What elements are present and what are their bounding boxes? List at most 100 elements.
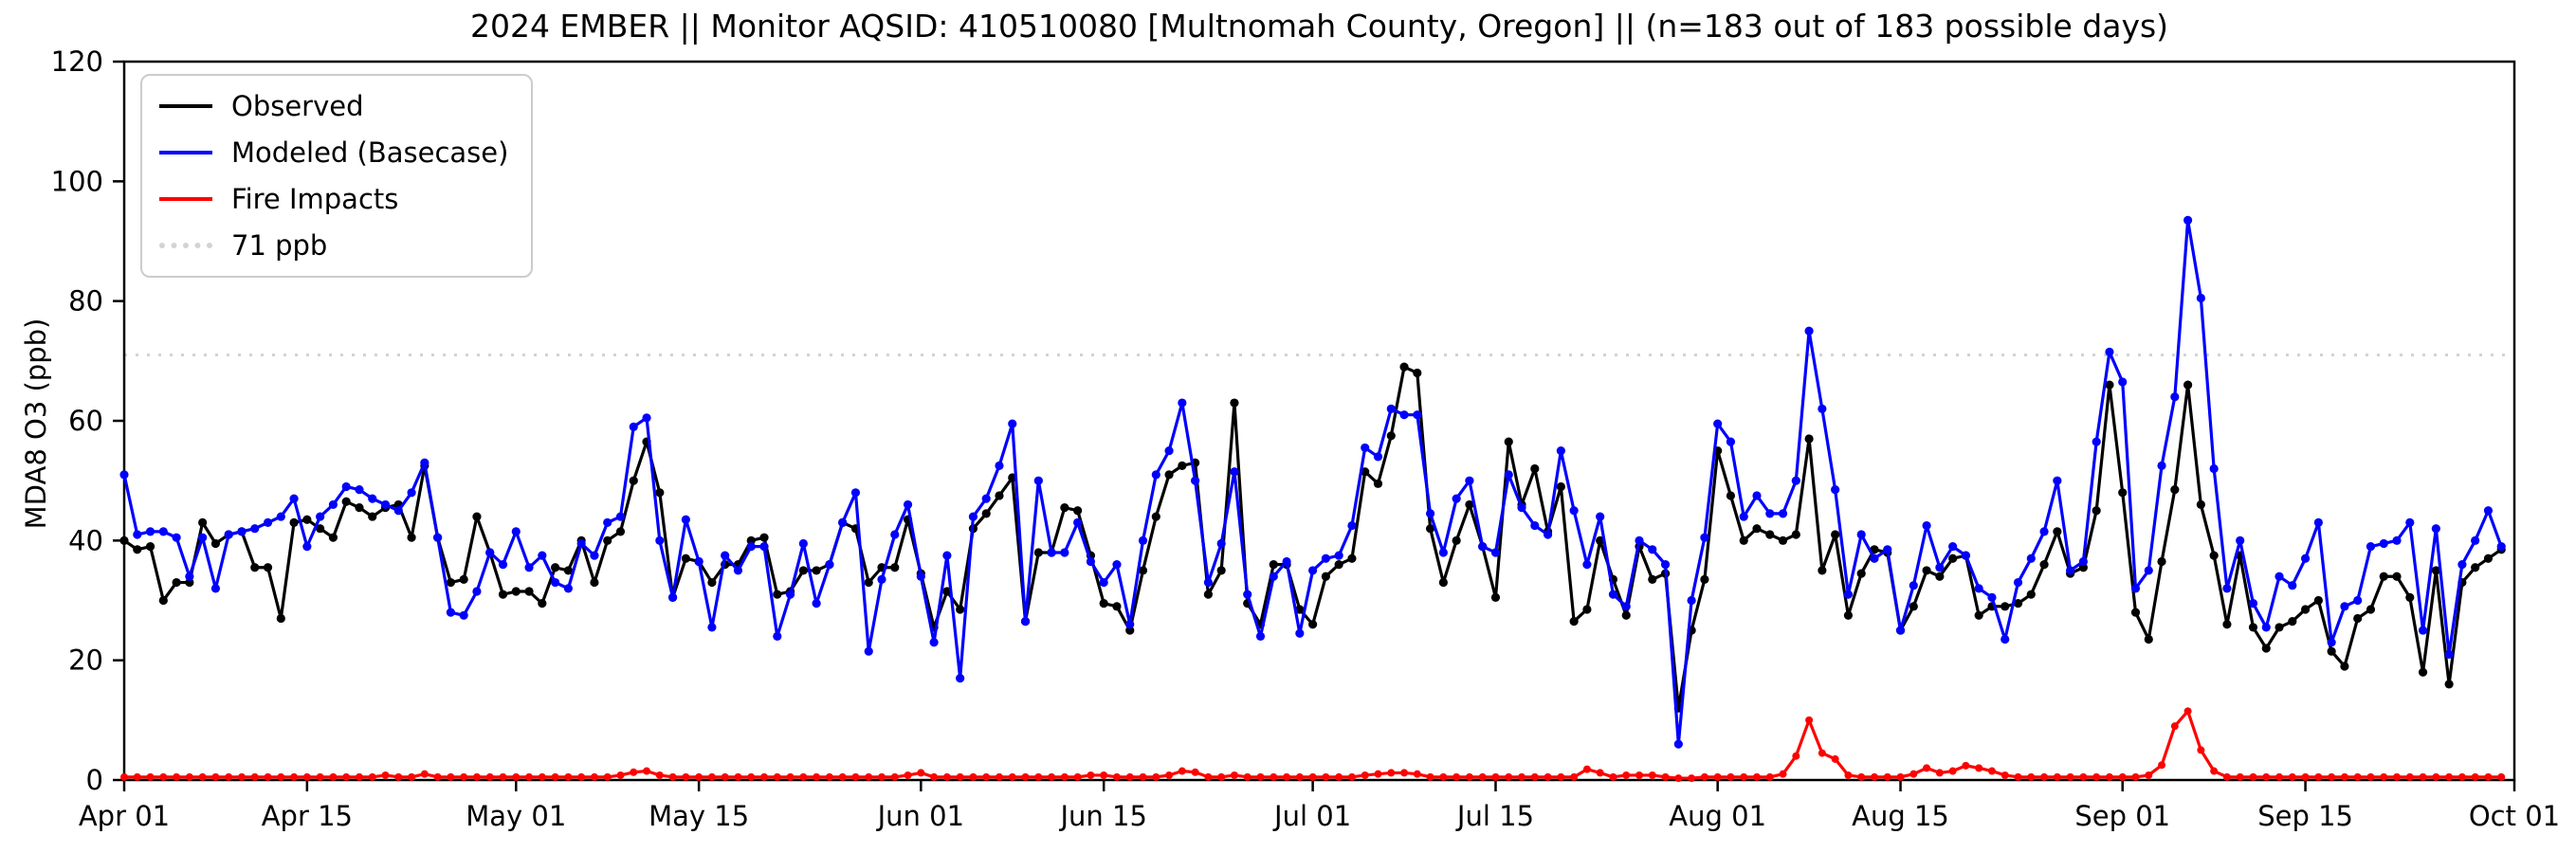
observed-marker (746, 535, 756, 545)
modeled-marker (655, 535, 665, 545)
modeled-marker (2379, 538, 2388, 549)
fire-marker (2457, 772, 2466, 781)
fire-marker (1987, 767, 1996, 775)
legend-label: Fire Impacts (231, 183, 399, 215)
modeled-marker (1739, 512, 1748, 521)
observed-marker (2105, 380, 2114, 390)
modeled-marker (1987, 592, 1997, 602)
fire-marker (1256, 772, 1265, 781)
observed-marker (759, 533, 769, 542)
modeled-marker (590, 551, 599, 560)
modeled-marker (1635, 535, 1644, 545)
modeled-marker (1490, 548, 1501, 557)
fire-marker (1896, 772, 1905, 781)
modeled-marker (2026, 554, 2036, 563)
modeled-marker (1191, 476, 1200, 485)
observed-marker (1347, 554, 1357, 563)
observed-marker (276, 613, 285, 624)
fire-marker (185, 772, 193, 781)
observed-marker (2118, 488, 2128, 498)
fire-marker (302, 772, 311, 781)
fire-marker (525, 772, 534, 781)
observed-marker (2379, 572, 2388, 581)
modeled-marker (2496, 542, 2506, 552)
fire-marker (630, 768, 638, 776)
modeled-marker (1230, 467, 1239, 477)
modeled-marker (1465, 476, 1474, 485)
observed-marker (2444, 680, 2454, 689)
observed-marker (1778, 535, 1788, 545)
fire-marker (1283, 772, 1291, 781)
modeled-marker (1870, 554, 1879, 563)
observed-marker (2313, 595, 2323, 606)
modeled-marker (995, 461, 1004, 470)
observed-marker (2209, 551, 2219, 560)
fire-marker (668, 772, 677, 781)
fire-marker (485, 772, 494, 781)
modeled-marker (1909, 581, 1918, 590)
modeled-marker (498, 560, 508, 570)
fire-marker (2393, 772, 2402, 781)
modeled-marker (393, 506, 403, 516)
observed-marker (1164, 470, 1174, 480)
modeled-marker (929, 638, 939, 647)
fire-marker (551, 772, 559, 781)
observed-marker (2078, 563, 2088, 572)
fire-marker (1674, 774, 1683, 783)
modeled-marker (1935, 563, 1945, 572)
fire-marker (1152, 772, 1160, 781)
modeled-marker (2196, 293, 2205, 303)
observed-marker (1752, 524, 1762, 534)
modeled-marker (1425, 509, 1435, 518)
fire-marker (1100, 771, 1108, 779)
fire-marker (865, 772, 873, 781)
fire-marker (1622, 771, 1631, 779)
modeled-marker (1216, 538, 1226, 549)
y-tick-label: 0 (86, 764, 103, 796)
observed-marker (1490, 592, 1501, 602)
observed-marker (2013, 599, 2023, 608)
fire-marker (564, 772, 573, 781)
modeled-marker (785, 590, 795, 599)
fire-marker (577, 772, 586, 781)
threshold-line-swatch (159, 243, 212, 248)
modeled-marker (341, 481, 351, 492)
fire-marker (682, 772, 690, 781)
modeled-marker (446, 608, 455, 617)
observed-marker (2340, 662, 2349, 671)
fire-marker (1752, 772, 1761, 781)
observed-marker (812, 566, 821, 575)
modeled-marker (1831, 485, 1840, 495)
observed-marker (446, 577, 455, 588)
modeled-marker (210, 584, 221, 593)
observed-marker (1843, 610, 1854, 620)
modeled-marker (1073, 517, 1083, 527)
fire-marker (825, 772, 833, 781)
modeled-marker (368, 494, 377, 503)
modeled-marker (2471, 535, 2480, 545)
x-tick-label: Aug 15 (1852, 800, 1949, 832)
modeled-marker (2300, 554, 2311, 563)
modeled-marker (2118, 377, 2128, 387)
fire-marker (1191, 768, 1199, 776)
modeled-marker (773, 631, 782, 642)
fire-marker (1975, 764, 1983, 772)
observed-marker (2039, 560, 2049, 570)
observed-marker (1909, 602, 1918, 611)
observed-marker (655, 488, 665, 498)
fire-marker (1139, 772, 1147, 781)
observed-marker (1099, 599, 1108, 608)
modeled-marker (1895, 626, 1906, 635)
observed-marker (2053, 527, 2062, 536)
modeled-marker (224, 530, 233, 539)
observed-marker (1582, 605, 1592, 614)
observed-marker (1269, 560, 1278, 570)
modeled-marker (1060, 548, 1069, 557)
fire-marker (2301, 772, 2310, 781)
fire-marker (2027, 772, 2036, 781)
modeled-marker (328, 499, 338, 510)
fire-marker (250, 772, 259, 781)
fire-marker (1335, 772, 1343, 781)
modeled-marker (1804, 326, 1814, 336)
